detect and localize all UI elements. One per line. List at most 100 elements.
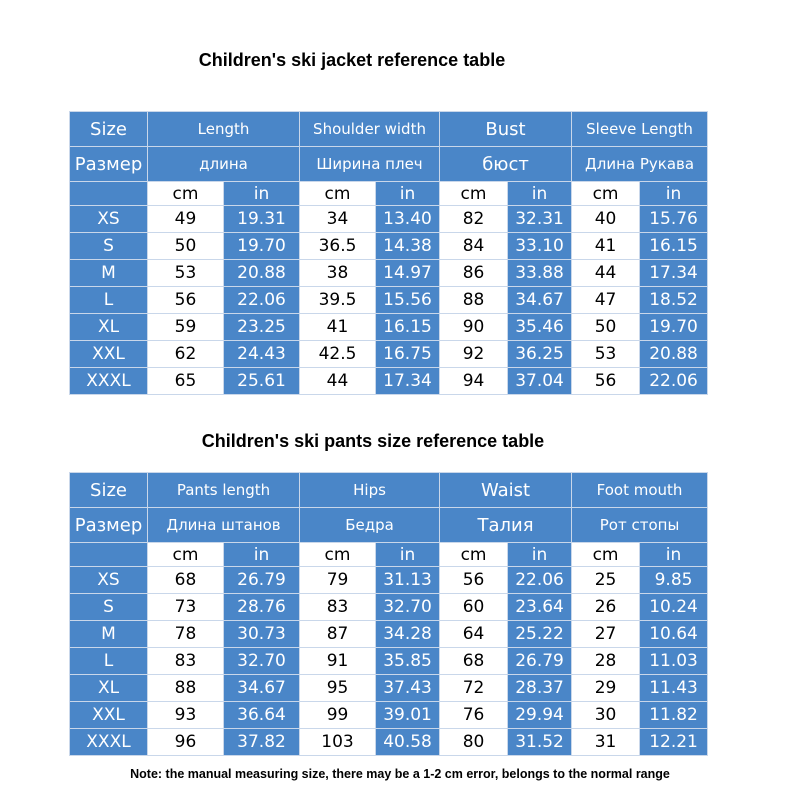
measurement-cell: 37.82 (222, 728, 301, 756)
measurement-cell: 24.43 (223, 340, 300, 368)
size-label: XXL (69, 340, 148, 368)
measurement-cell: 95 (299, 674, 377, 702)
table-row: S 73 28.76 83 32.70 60 23.64 26 10.24 (69, 593, 709, 621)
pants-unit-row: cm in cm in cm in cm in (69, 542, 709, 567)
measurement-cell: 62 (147, 340, 224, 368)
measurement-cell: 91 (299, 647, 377, 675)
header-length-ru: длина (147, 146, 300, 182)
unit-cell: in (639, 542, 709, 567)
header-pants-length: Pants length (146, 472, 301, 508)
table-row: M 78 30.73 87 34.28 64 25.22 27 10.64 (69, 620, 709, 648)
measurement-cell: 64 (439, 620, 509, 648)
measurement-cell: 53 (571, 340, 641, 368)
unit-cell: cm (299, 181, 376, 206)
measurement-cell: 41 (571, 232, 641, 260)
measurement-cell: 73 (147, 593, 224, 621)
jacket-size-table: Size Length Shoulder width Bust Sleeve L… (69, 111, 709, 395)
header-hips-ru: Бедра (299, 507, 441, 543)
pants-table-title: Children's ski pants size reference tabl… (201, 431, 545, 451)
measurement-cell: 27 (571, 620, 641, 648)
measurement-cell: 10.64 (639, 620, 709, 648)
unit-cell: cm (571, 181, 641, 206)
header-hips: Hips (299, 472, 441, 508)
size-label: S (69, 232, 148, 260)
measurement-cell: 22.06 (507, 566, 573, 594)
table-row: XL 88 34.67 95 37.43 72 28.37 29 11.43 (69, 674, 709, 702)
measurement-cell: 26 (571, 593, 641, 621)
measurement-cell: 17.34 (374, 367, 441, 395)
measurement-cell: 23.25 (223, 313, 300, 341)
measurement-cell: 11.43 (639, 674, 709, 702)
size-label: L (69, 286, 148, 314)
unit-cell: in (507, 542, 573, 567)
unit-cell: cm (299, 542, 377, 567)
measurement-cell: 93 (147, 701, 224, 729)
measurement-cell: 14.97 (374, 259, 441, 287)
measurement-note: Note: the manual measuring size, there m… (130, 767, 670, 781)
measurement-cell: 16.15 (374, 313, 441, 341)
unit-cell: in (639, 181, 709, 206)
unit-cell: cm (147, 181, 224, 206)
measurement-cell: 11.03 (639, 647, 709, 675)
measurement-cell: 39.01 (375, 701, 441, 729)
measurement-cell: 20.88 (223, 259, 300, 287)
jacket-table-title: Children's ski jacket reference table (198, 50, 506, 70)
unit-cell: in (507, 181, 573, 206)
measurement-cell: 99 (299, 701, 377, 729)
measurement-cell: 92 (439, 340, 509, 368)
measurement-cell: 41 (299, 313, 376, 341)
measurement-cell: 42.5 (299, 340, 376, 368)
measurement-cell: 30 (571, 701, 641, 729)
unit-blank (69, 542, 148, 567)
measurement-cell: 87 (299, 620, 377, 648)
header-waist-ru: Талия (439, 507, 573, 543)
table-row: XL 59 23.25 41 16.15 90 35.46 50 19.70 (69, 313, 709, 341)
size-label: XS (69, 566, 148, 594)
header-foot-mouth: Foot mouth (571, 472, 709, 508)
measurement-cell: 15.76 (639, 205, 709, 233)
measurement-cell: 34.67 (507, 286, 573, 314)
measurement-cell: 60 (439, 593, 509, 621)
measurement-cell: 17.34 (639, 259, 709, 287)
measurement-cell: 72 (439, 674, 509, 702)
size-label: L (69, 647, 148, 675)
measurement-cell: 34 (299, 205, 376, 233)
measurement-cell: 22.06 (223, 286, 300, 314)
size-label: XXXL (69, 728, 148, 756)
measurement-cell: 47 (571, 286, 641, 314)
measurement-cell: 84 (439, 232, 509, 260)
header-waist: Waist (439, 472, 573, 508)
measurement-cell: 80 (439, 728, 509, 756)
measurement-cell: 14.38 (374, 232, 441, 260)
size-label: S (69, 593, 148, 621)
measurement-cell: 37.43 (375, 674, 441, 702)
measurement-cell: 29.94 (507, 701, 573, 729)
measurement-cell: 31 (571, 728, 641, 756)
measurement-cell: 44 (571, 259, 641, 287)
measurement-cell: 83 (299, 593, 377, 621)
measurement-cell: 82 (439, 205, 509, 233)
size-label: XXL (69, 701, 148, 729)
table-row: M 53 20.88 38 14.97 86 33.88 44 17.34 (69, 259, 709, 287)
unit-cell: in (375, 542, 441, 567)
measurement-cell: 16.75 (374, 340, 441, 368)
measurement-cell: 83 (147, 647, 224, 675)
jacket-rows: XS 49 19.31 34 13.40 82 32.31 40 15.76 S 50 19.70 36… (69, 205, 709, 395)
jacket-header-en-row: Size Length Shoulder width Bust Sleeve L… (69, 111, 709, 147)
measurement-cell: 19.70 (639, 313, 709, 341)
measurement-cell: 16.15 (639, 232, 709, 260)
measurement-cell: 96 (147, 728, 224, 756)
measurement-cell: 65 (147, 367, 224, 395)
measurement-cell: 36.64 (222, 701, 301, 729)
header-sleeve-length: Sleeve Length (571, 111, 709, 147)
jacket-header-ru-row: Размер длина Ширина плеч бюст Длина Рука… (69, 146, 709, 182)
unit-blank (69, 181, 148, 206)
header-bust: Bust (439, 111, 573, 147)
measurement-cell: 34.28 (375, 620, 441, 648)
measurement-cell: 36.25 (507, 340, 573, 368)
measurement-cell: 88 (147, 674, 224, 702)
unit-cell: cm (439, 181, 509, 206)
measurement-cell: 50 (147, 232, 224, 260)
size-label: XXXL (69, 367, 148, 395)
pants-rows: XS 68 26.79 79 31.13 56 22.06 25 9.85 S 73 28.76 83 3… (69, 566, 709, 756)
